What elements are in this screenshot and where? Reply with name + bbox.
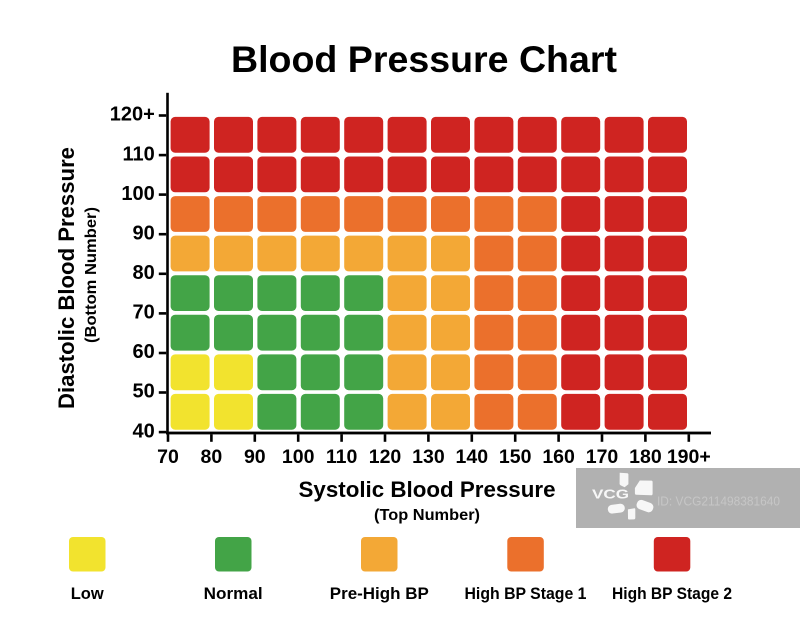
svg-text:110: 110 [123,143,155,165]
svg-text:100: 100 [282,446,315,468]
svg-text:140: 140 [456,446,489,468]
svg-text:60: 60 [133,341,155,363]
svg-text:120+: 120+ [110,104,155,126]
svg-text:130: 130 [412,446,445,468]
svg-text:90: 90 [133,222,155,244]
svg-text:Blood Pressure Chart: Blood Pressure Chart [231,39,617,80]
svg-text:70: 70 [133,302,155,324]
svg-text:(Bottom Number): (Bottom Number) [83,207,100,343]
svg-text:Low: Low [71,585,104,603]
svg-text:40: 40 [133,420,155,442]
svg-text:160: 160 [542,446,575,468]
svg-text:Systolic Blood Pressure: Systolic Blood Pressure [299,477,556,502]
svg-text:VCG: VCG [592,487,629,502]
svg-text:120: 120 [369,446,402,468]
svg-text:Pre-High BP: Pre-High BP [330,585,429,603]
svg-text:50: 50 [133,381,155,403]
svg-text:100: 100 [121,183,154,205]
svg-text:70: 70 [157,446,179,468]
svg-text:110: 110 [326,446,358,468]
svg-text:(Top Number): (Top Number) [374,507,480,524]
svg-text:High BP Stage 1: High BP Stage 1 [465,585,587,603]
svg-text:Normal: Normal [204,585,263,603]
svg-text:170: 170 [586,446,619,468]
svg-text:90: 90 [244,446,266,468]
svg-text:190+: 190+ [667,446,711,468]
svg-text:150: 150 [499,446,532,468]
svg-text:80: 80 [201,446,223,468]
svg-text:80: 80 [133,262,155,284]
svg-text:High BP Stage 2: High BP Stage 2 [612,585,732,603]
svg-text:180: 180 [629,446,662,468]
svg-text:Diastolic Blood Pressure: Diastolic Blood Pressure [54,147,79,409]
svg-text:ID: VCG211498381640: ID: VCG211498381640 [657,493,780,508]
